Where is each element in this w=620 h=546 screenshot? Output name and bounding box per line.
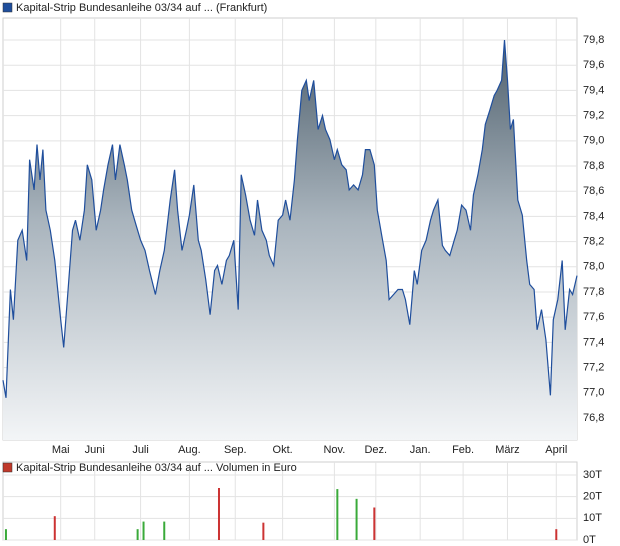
volume-bar: [555, 529, 558, 540]
y-tick-label: 77,6: [583, 311, 604, 323]
x-tick-label: Sep.: [224, 444, 247, 456]
y-tick-label: 77,2: [583, 361, 604, 373]
y-tick-label: 77,0: [583, 387, 604, 399]
y-tick-label: 78,8: [583, 160, 604, 172]
x-tick-label: Aug.: [178, 444, 201, 456]
volume-bar: [336, 489, 339, 540]
y-tick-label: 79,4: [583, 84, 604, 96]
x-tick-label: Juni: [85, 444, 105, 456]
x-tick-label: April: [545, 444, 567, 456]
price-line: [2, 39, 578, 398]
x-tick-label: Jan.: [410, 444, 431, 456]
y-tick-label: 77,8: [583, 286, 604, 298]
y-tick-label: 10T: [583, 512, 602, 524]
y-tick-label: 79,0: [583, 135, 604, 147]
legend-label: Kapital-Strip Bundesanleihe 03/34 auf ..…: [16, 2, 267, 14]
volume-bar: [4, 529, 7, 540]
y-tick-label: 0T: [583, 534, 596, 546]
legend-swatch: [2, 2, 13, 13]
legend-swatch: [2, 462, 13, 473]
volume-bar: [355, 498, 358, 540]
y-tick-label: 30T: [583, 469, 602, 481]
x-tick-label: März: [495, 444, 519, 456]
volume-bar: [53, 516, 56, 540]
volume-bar: [142, 521, 145, 540]
volume-bar: [262, 522, 265, 540]
volume-bar: [373, 507, 376, 540]
volume-bar: [136, 529, 139, 540]
y-tick-label: 77,4: [583, 336, 604, 348]
volume-bar: [217, 488, 220, 540]
volume-bar: [163, 521, 166, 540]
y-tick-label: 76,8: [583, 412, 604, 424]
y-tick-label: 20T: [583, 491, 602, 503]
x-tick-label: Nov.: [323, 444, 345, 456]
x-tick-label: Mai: [52, 444, 70, 456]
y-tick-label: 78,2: [583, 236, 604, 248]
x-tick-label: Juli: [132, 444, 149, 456]
y-tick-label: 79,8: [583, 34, 604, 46]
x-tick-label: Feb.: [452, 444, 474, 456]
area-fill: [3, 40, 577, 440]
y-tick-label: 78,6: [583, 185, 604, 197]
legend-label: Kapital-Strip Bundesanleihe 03/34 auf ..…: [16, 462, 297, 474]
y-tick-label: 79,2: [583, 110, 604, 122]
y-tick-label: 79,6: [583, 59, 604, 71]
y-tick-label: 78,4: [583, 210, 604, 222]
x-tick-label: Dez.: [364, 444, 387, 456]
x-tick-label: Okt.: [273, 444, 293, 456]
y-tick-label: 78,0: [583, 261, 604, 273]
